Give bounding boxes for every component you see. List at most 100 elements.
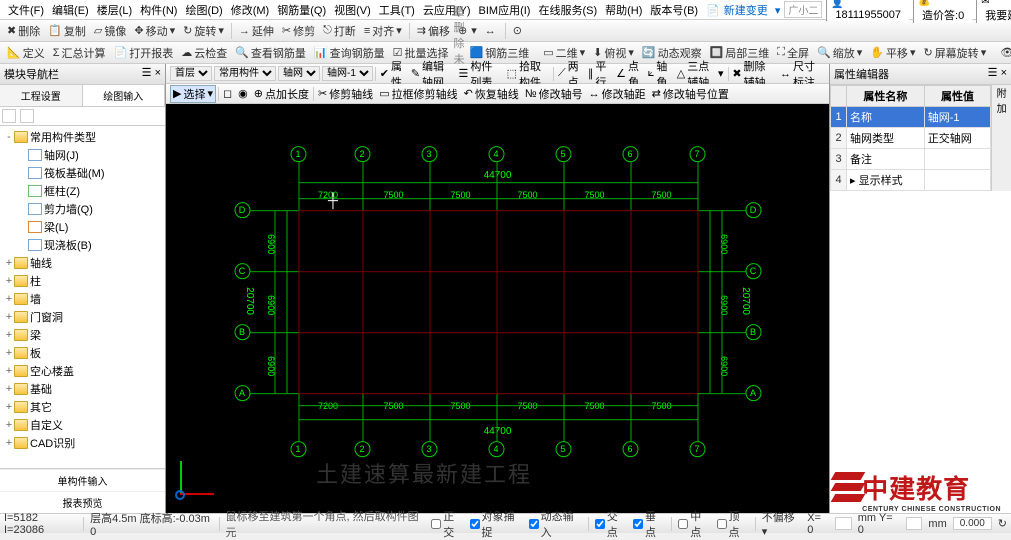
tab-project-settings[interactable]: 工程设置 [0,85,83,106]
tree-node[interactable]: +门窗洞 [0,308,165,326]
menu-bar: 文件(F) 编辑(E) 楼层(L) 构件(N) 绘图(D) 修改(M) 钢筋量(… [0,0,1011,20]
tree-node[interactable]: +自定义 [0,416,165,434]
tb2-viewrebar[interactable]: 🔍 查看钢筋量 [232,45,309,61]
property-row[interactable]: 2轴网类型正交轴网 [831,128,991,149]
property-table[interactable]: 属性名称属性值 1名称轴网-12轴网类型正交轴网3备注4▸ 显示样式 [830,85,991,191]
menu-help[interactable]: 帮助(H) [601,2,646,18]
property-row[interactable]: 3备注 [831,149,991,170]
sel-category[interactable]: 常用构件 [214,66,276,81]
logo-text: 中建教育 CENTURY CHINESE CONSTRUCTION [862,469,1001,513]
tb-copy[interactable]: 📋 复制 [45,23,89,39]
tb2-report[interactable]: 📄 打开报表 [111,45,177,61]
tb-rotate[interactable]: ↻ 旋转 ▾ [180,23,227,39]
tb2-define[interactable]: 📐 定义 [4,45,48,61]
tb-trim[interactable]: ✂ 修剪 [279,23,318,39]
btn-modnum[interactable]: № 修改轴号 [523,86,585,102]
tree-node[interactable]: -常用构件类型 [0,128,165,146]
btn-boxtrim[interactable]: ▭ 拉框修剪轴线 [377,86,459,102]
menu-floor[interactable]: 楼层(L) [93,2,136,18]
status-floor: 层高4.5m 底标高:-0.03m 0 [90,510,212,538]
sel-floor[interactable]: 首层 [170,66,212,81]
tree-node[interactable]: +轴线 [0,254,165,272]
menu-component[interactable]: 构件(N) [136,2,181,18]
tree-node[interactable]: +板 [0,344,165,362]
btn-icon2[interactable]: ◉ [236,87,250,100]
coord-x-val[interactable] [835,517,852,530]
menu-online[interactable]: 在线服务(S) [534,2,601,18]
tb2-hide[interactable]: 👁 隐藏 ▾ [997,45,1011,61]
tab-single-input[interactable]: 单构件输入 [0,469,165,491]
tb-align[interactable]: ≡ 对齐 ▾ [361,23,405,39]
menu-file[interactable]: 文件(F) [4,2,48,18]
btn-select[interactable]: ▶ 选择 ▾ [170,85,216,103]
tb-mirror[interactable]: ▱ 镜像 [91,23,129,39]
btn-pointlen[interactable]: ⊕ 点加长度 [252,86,311,102]
tb-origin[interactable]: ⊙ [510,24,527,37]
feedback-button[interactable]: ✉ 我要建议 [976,0,1011,23]
watermark-text: 土建速算最新建工程 [316,457,532,489]
menu-bim[interactable]: BIM应用(I) [475,2,535,18]
tree-node[interactable]: +其它 [0,398,165,416]
tree-node[interactable]: +墙 [0,290,165,308]
property-row[interactable]: 1名称轴网-1 [831,107,991,128]
rot-val[interactable]: 0.000 [953,517,992,530]
menu-cloud[interactable]: 云应用(Y) [419,2,475,18]
tb2-pan[interactable]: ✋ 平移 ▾ [867,45,918,61]
tree-controls [0,107,165,126]
coord-y-val[interactable] [906,517,923,530]
search-input[interactable]: 广小二 [784,1,822,18]
btn-modpos[interactable]: ⇄ 修改轴号位置 [650,86,731,102]
account-label: 👤 18111955007 [826,0,909,21]
tb2-calc[interactable]: Σ 汇总计算 [50,45,109,61]
sel-offset[interactable]: 不偏移 ▾ [762,509,801,538]
menu-edit[interactable]: 编辑(E) [48,2,93,18]
coord-x-label: X= 0 [807,512,829,536]
tree-node[interactable]: 剪力墙(Q) [0,200,165,218]
drawing-canvas[interactable]: 4470044700207002070072007200750075007500… [166,104,829,513]
menu-modify[interactable]: 修改(M) [227,2,274,18]
tree-node[interactable]: +CAD识别 [0,434,165,452]
tb-extend[interactable]: → 延伸 [236,23,277,39]
menu-new-change[interactable]: 📄新建变更 ▾ [702,2,784,18]
price-label: 💰 造价答:0 [913,0,972,23]
menu-rebar[interactable]: 钢筋量(Q) [273,2,330,18]
btn-icon1[interactable]: ◻ [221,87,234,100]
tree-collapse-icon[interactable] [20,109,34,123]
tb-break[interactable]: ⎋ 打断 [320,23,359,39]
left-panel: 模块导航栏☰ × 工程设置 绘图输入 -常用构件类型轴网(J)筏板基础(M)框柱… [0,64,166,513]
tb-stretch[interactable]: ↔ [482,25,501,37]
tb-offset[interactable]: ⇉ 偏移 [414,23,453,39]
menu-view[interactable]: 视图(V) [330,2,375,18]
sel-instance[interactable]: 轴网-1 [322,66,373,81]
status-bar: I=5182 I=23086 层高4.5m 底标高:-0.03m 0 鼠标移至建… [0,513,1011,533]
tree-node[interactable]: +空心楼盖 [0,362,165,380]
tb2-cloudcheck[interactable]: ☁ 云检查 [178,45,230,61]
tree-node[interactable]: +基础 [0,380,165,398]
tree-node[interactable]: 轴网(J) [0,146,165,164]
btn-modspan[interactable]: ↔ 修改轴距 [587,86,648,102]
btn-restore[interactable]: ↶ 恢复轴线 [462,86,521,102]
tree-node[interactable]: 框柱(Z) [0,182,165,200]
tree-node[interactable]: 梁(L) [0,218,165,236]
add-column[interactable]: 附加 [991,85,1011,191]
tree-expand-icon[interactable] [2,109,16,123]
tb-move[interactable]: ✥ 移动 ▾ [131,23,178,39]
menu-tools[interactable]: 工具(T) [375,2,419,18]
tree-node[interactable]: +柱 [0,272,165,290]
sel-type[interactable]: 轴网 [278,66,320,81]
btn-trim-axis[interactable]: ✂ 修剪轴线 [316,86,375,102]
tb2-queryrebar[interactable]: 📊 查询钢筋量 [311,45,388,61]
component-tree[interactable]: -常用构件类型轴网(J)筏板基础(M)框柱(Z)剪力墙(Q)梁(L)现浇板(B)… [0,126,165,468]
tb2-screenrot[interactable]: ↻ 屏幕旋转 ▾ [920,45,989,61]
center-panel: 首层 常用构件 轴网 轴网-1 ✔ 属性 ✎ 编辑轴网 ☰ 构件列表 ⬚ 拾取构… [166,64,829,513]
tree-node[interactable]: +梁 [0,326,165,344]
menu-draw[interactable]: 绘图(D) [181,2,226,18]
right-panel: 属性编辑器☰ × 属性名称属性值 1名称轴网-12轴网类型正交轴网3备注4▸ 显… [829,64,1011,513]
tab-draw-input[interactable]: 绘图输入 [83,85,166,106]
rot-icon[interactable]: ↻ [998,517,1007,530]
tb-delete[interactable]: ✖ 删除 [4,23,43,39]
menu-version[interactable]: 版本号(B) [646,2,702,18]
tree-node[interactable]: 现浇板(B) [0,236,165,254]
property-row[interactable]: 4▸ 显示样式 [831,170,991,191]
tree-node[interactable]: 筏板基础(M) [0,164,165,182]
